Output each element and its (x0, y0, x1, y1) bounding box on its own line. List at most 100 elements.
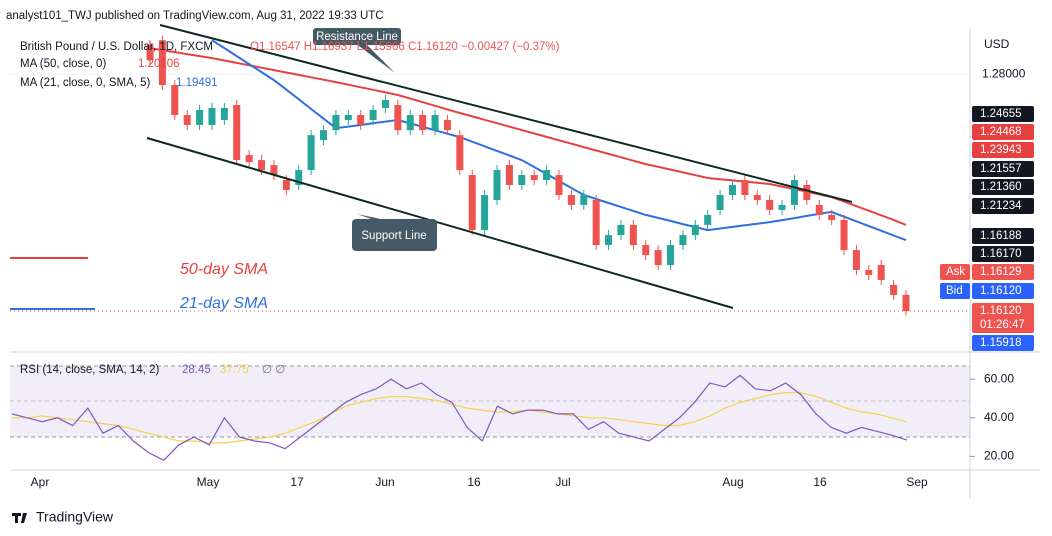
candle-body (344, 114, 352, 120)
price-badge (972, 179, 1034, 195)
candle-body (468, 175, 476, 231)
candle-body (431, 114, 439, 131)
side-badge (940, 283, 970, 299)
price-badge-label: 1.16188 (980, 230, 1022, 242)
candle-body (171, 85, 179, 115)
rsi-tick-label: 40.00 (984, 410, 1014, 424)
price-badge-label: 1.24655 (980, 108, 1022, 120)
price-badge (972, 264, 1034, 280)
price-badge (972, 246, 1034, 262)
rsi-tick-label: 20.00 (984, 449, 1014, 463)
candle-body (505, 165, 513, 186)
price-badge (972, 317, 1034, 333)
currency: USD (984, 37, 1010, 51)
price-badge-label: 1.16170 (980, 248, 1022, 260)
support-callout (352, 219, 437, 251)
resistance-line (159, 24, 853, 203)
side-badge (940, 264, 970, 280)
candle-body (778, 204, 786, 210)
candle-body (741, 180, 749, 195)
price-badge-label: 1.16120 (980, 285, 1022, 297)
rsi-ma-value: 37.75 (220, 364, 249, 376)
candle-body (877, 265, 885, 280)
ohlc: O1.16547 H1.16937 L1.15966 C1.16120 −0.0… (250, 41, 560, 53)
candle-body (443, 119, 451, 131)
candle-body (518, 175, 526, 186)
price-badge-label: 1.21360 (980, 181, 1022, 193)
candle-body (481, 194, 489, 231)
price-badge-label: 1.21557 (980, 163, 1022, 175)
price-badge (972, 124, 1034, 140)
rsi-extra: ∅ ∅ (262, 364, 285, 376)
price-badge-label: 1.16129 (980, 266, 1022, 278)
candle-body (691, 224, 699, 236)
support-label: Support Line (361, 230, 426, 242)
candle-body (803, 185, 811, 200)
candle-body (890, 284, 898, 295)
candle-body (753, 194, 761, 200)
plot (10, 35, 970, 462)
resistance-callout (313, 28, 401, 45)
candle-body (790, 180, 798, 205)
candle-body (902, 294, 910, 312)
candle-body (629, 224, 637, 246)
rsi-line (11, 374, 908, 462)
price-badge (972, 106, 1034, 122)
candle-body (394, 105, 402, 131)
x-tick-label: Jul (555, 475, 570, 489)
price-badge (972, 228, 1034, 244)
candle-body (592, 199, 600, 246)
price-badge (972, 335, 1034, 351)
candle-body (196, 109, 204, 125)
rsi-tick-label: 60.00 (984, 371, 1014, 385)
candle-body (852, 250, 860, 270)
sma21-note: 21-day SMA (179, 295, 268, 312)
candle-body (208, 107, 216, 125)
x-tick-label: 16 (813, 475, 827, 489)
candle-body (766, 199, 774, 210)
candle-body (456, 135, 464, 171)
ma50-legend: MA (50, close, 0) (20, 58, 106, 70)
candle-body (245, 155, 253, 163)
candle-body (555, 175, 563, 195)
candle-body (406, 114, 414, 131)
candle-body (270, 165, 278, 176)
price-badge (972, 198, 1034, 214)
candle-body (183, 114, 191, 125)
candle-body (530, 175, 538, 181)
candle-body (381, 100, 389, 108)
x-tick-label: 16 (467, 475, 481, 489)
candle-body (282, 180, 290, 190)
price-badge (972, 161, 1034, 177)
rsi-legend: RSI (14, close, SMA, 14, 2) (20, 364, 160, 376)
logo-mark (12, 513, 27, 523)
candle-body (369, 109, 377, 120)
candle-body (146, 45, 154, 61)
candle-body (233, 105, 241, 161)
candle-body (332, 114, 340, 131)
candle-body (580, 194, 588, 205)
ma21-value: 1.19491 (176, 77, 218, 89)
candle-body (493, 170, 501, 200)
candle-body (865, 269, 873, 275)
rsi-value: 28.45 (182, 364, 211, 376)
ma21-legend: MA (21, close, 0, SMA, 5) (20, 77, 151, 89)
rsi-ma-line (12, 392, 908, 444)
candle-body (543, 170, 551, 181)
candle-body (357, 114, 365, 125)
support-line (146, 137, 734, 309)
price-badge-label: 1.23943 (980, 144, 1022, 156)
candle-body (307, 135, 315, 171)
candle-body (419, 114, 427, 131)
x-tick-label: Apr (31, 475, 50, 489)
candle-body (605, 235, 613, 246)
side-badge-label: Ask (946, 266, 965, 278)
header: analyst101_TWJ published on TradingView.… (6, 10, 384, 22)
candle-body (295, 170, 303, 186)
sma50-note: 50-day SMA (180, 261, 268, 278)
y-tick-label: 1.28000 (982, 66, 1026, 80)
candle-body (258, 160, 266, 171)
x-tick-label: Aug (722, 475, 743, 489)
